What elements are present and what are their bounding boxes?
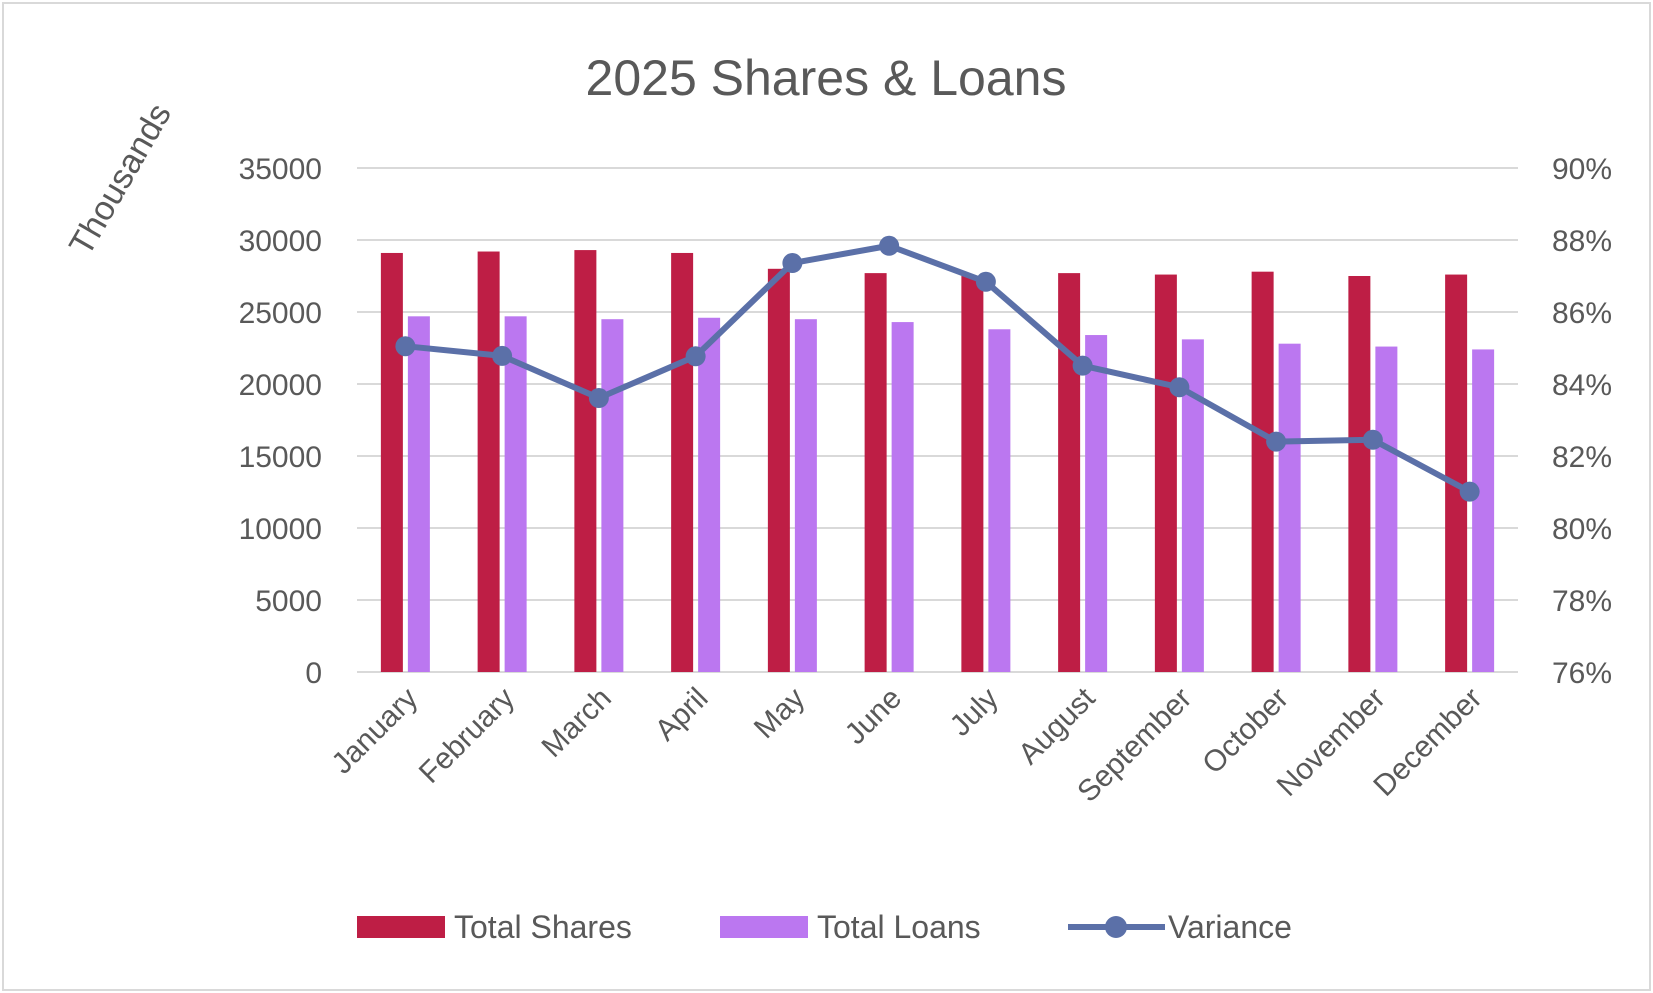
point-variance: [685, 346, 706, 367]
y2-tick-label: 80%: [1552, 513, 1612, 546]
point-variance: [588, 388, 609, 409]
bar-total-loans: [1375, 346, 1398, 672]
y-axis-ticks: 0 5000 10000 15000 20000 25000 30000 35000: [239, 153, 322, 690]
bar-total-loans: [794, 319, 817, 672]
y2-tick-label: 78%: [1552, 585, 1612, 618]
legend-swatch: [720, 916, 808, 938]
y2-tick-label: 76%: [1552, 657, 1612, 690]
bar-total-shares: [767, 268, 790, 672]
y2-tick-label: 88%: [1552, 225, 1612, 258]
y-tick-label: 25000: [239, 297, 322, 330]
bar-series: [380, 250, 1495, 672]
point-variance: [492, 345, 513, 366]
y2-tick-label: 84%: [1552, 369, 1612, 402]
y-axis-label: Thousands: [62, 97, 179, 262]
y-tick-label: 10000: [239, 513, 322, 546]
y-tick-label: 15000: [239, 441, 322, 474]
bar-total-loans: [407, 316, 430, 672]
bar-total-shares: [1154, 274, 1177, 672]
x-tick-label: April: [649, 682, 715, 748]
bar-total-shares: [1445, 274, 1468, 672]
point-variance: [1072, 355, 1093, 376]
x-tick-label: May: [748, 682, 811, 745]
bar-total-loans: [1278, 343, 1301, 672]
legend-label: Total Loans: [817, 909, 981, 945]
y2-axis-ticks: 76% 78% 80% 82% 84% 86% 88% 90%: [1552, 153, 1612, 690]
y-tick-label: 0: [305, 657, 322, 690]
point-variance: [1459, 481, 1480, 502]
y-tick-label: 30000: [239, 225, 322, 258]
line-series: [395, 235, 1480, 502]
bar-total-loans: [1085, 335, 1108, 672]
x-tick-label: August: [1012, 681, 1102, 771]
bar-total-loans: [601, 319, 624, 672]
x-tick-label: January: [326, 682, 425, 781]
x-tick-label: March: [536, 682, 618, 764]
y-tick-label: 5000: [255, 585, 322, 618]
y2-tick-label: 90%: [1552, 153, 1612, 186]
bar-total-shares: [380, 252, 403, 672]
point-variance: [975, 271, 996, 292]
y2-tick-label: 82%: [1552, 441, 1612, 474]
point-variance: [1266, 431, 1287, 452]
y-tick-label: 35000: [239, 153, 322, 186]
line-path-variance: [405, 242, 1472, 495]
bar-total-loans: [891, 322, 914, 672]
bar-total-loans: [504, 316, 527, 672]
x-tick-label: July: [944, 682, 1005, 743]
bar-total-loans: [988, 329, 1011, 672]
bar-total-loans: [698, 317, 721, 672]
legend-label: Variance: [1168, 909, 1292, 945]
bar-total-shares: [1058, 273, 1081, 672]
x-tick-label: June: [839, 682, 908, 751]
bar-total-shares: [671, 252, 694, 672]
bar-total-loans: [1472, 349, 1495, 672]
x-tick-label: February: [413, 682, 521, 790]
point-variance: [879, 235, 900, 256]
point-variance: [1169, 377, 1190, 398]
y-tick-label: 20000: [239, 369, 322, 402]
bar-total-shares: [477, 251, 500, 672]
bar-total-shares: [961, 276, 984, 672]
y2-tick-label: 86%: [1552, 297, 1612, 330]
legend-swatch: [357, 916, 445, 938]
bar-total-shares: [864, 273, 887, 672]
point-variance: [1362, 429, 1383, 450]
point-variance: [782, 253, 803, 274]
gridlines: [357, 167, 1518, 673]
bar-total-loans: [1181, 339, 1204, 672]
x-tick-label: October: [1196, 682, 1295, 781]
legend-label: Total Shares: [454, 909, 632, 945]
legend-marker: [1105, 916, 1127, 938]
legend: Total Shares Total Loans Variance: [357, 909, 1292, 945]
bar-total-shares: [1251, 271, 1274, 672]
bar-total-shares: [1348, 276, 1371, 672]
bar-total-shares: [574, 250, 597, 672]
chart-title: 2025 Shares & Loans: [586, 50, 1067, 106]
point-variance: [395, 336, 416, 357]
